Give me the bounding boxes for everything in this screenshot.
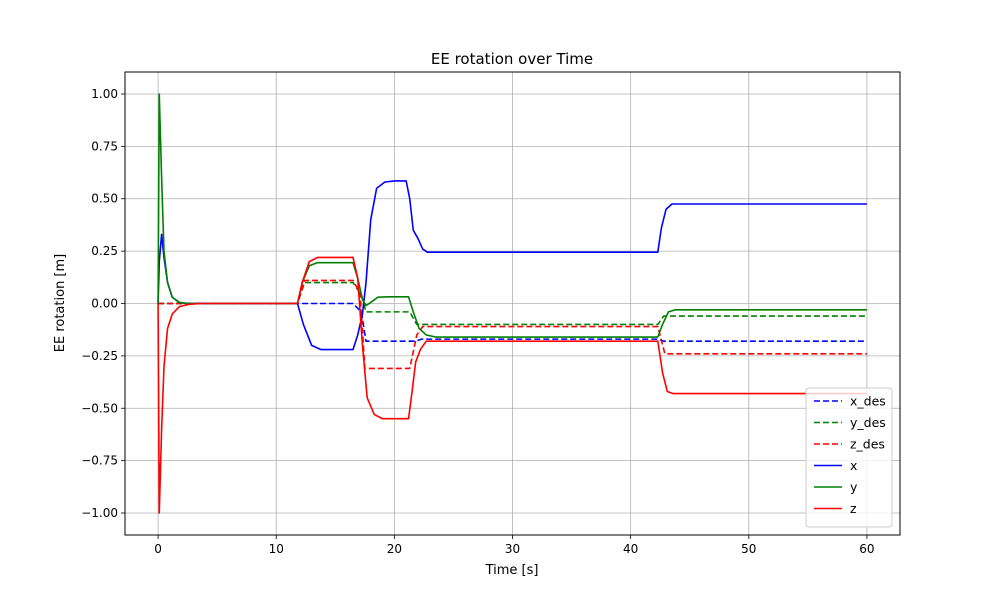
- x-axis-label: Time [s]: [485, 563, 539, 578]
- x-tick-label: 20: [387, 542, 402, 556]
- series-line-z: [157, 256, 867, 514]
- y-tick-label: −0.25: [81, 349, 118, 363]
- legend-box: [805, 387, 893, 528]
- series-line-y: [157, 93, 867, 338]
- axis-ticks: 0 10 20 30 40 50 60 −1.00 −0.75 −0.50 −0.25 0.00 0.2…: [81, 87, 874, 556]
- legend-label: z_des: [850, 437, 885, 452]
- legend-label: x_des: [850, 394, 886, 409]
- y-tick-label: 0.00: [91, 297, 118, 311]
- x-tick-label: 50: [741, 542, 756, 556]
- y-tick-label: 0.75: [91, 139, 118, 153]
- legend-label: x: [850, 458, 857, 473]
- grid: [125, 72, 900, 535]
- x-tick-label: 40: [623, 542, 638, 556]
- legend-label: y: [850, 480, 858, 495]
- y-tick-label: 0.50: [91, 192, 118, 206]
- legend-label: z: [850, 501, 857, 516]
- y-tick-label: −0.75: [81, 454, 118, 468]
- x-tick-label: 10: [269, 542, 284, 556]
- x-tick-label: 60: [859, 542, 874, 556]
- y-tick-label: −0.50: [81, 401, 118, 415]
- series-line-x-des: [158, 302, 867, 343]
- y-tick-label: −1.00: [81, 506, 118, 520]
- chart-title: EE rotation over Time: [431, 50, 593, 68]
- plot-series: [157, 93, 867, 514]
- x-tick-label: 0: [154, 542, 162, 556]
- legend-label: y_des: [850, 415, 886, 430]
- y-axis-label: EE rotation [m]: [53, 254, 68, 352]
- x-tick-label: 30: [505, 542, 520, 556]
- series-line-z-des: [158, 279, 867, 370]
- y-tick-label: 0.25: [91, 244, 118, 258]
- y-tick-label: 1.00: [91, 87, 118, 101]
